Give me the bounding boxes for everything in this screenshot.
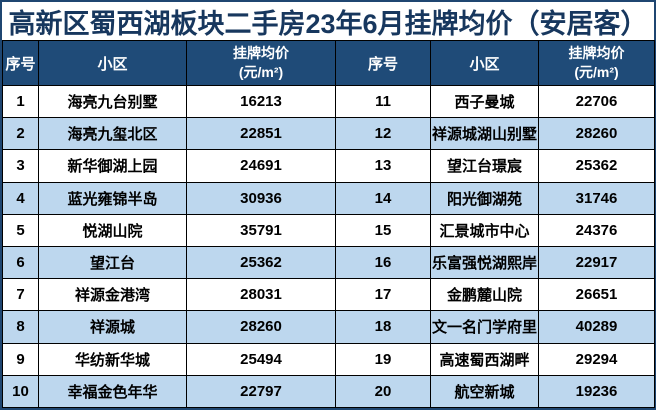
row-index: 8: [2, 310, 39, 344]
table-row: 1 海亮九台别墅 16213 11 西子曼城 22706: [2, 84, 655, 119]
listing-price: 29294: [538, 342, 655, 376]
row-index: 18: [335, 310, 431, 344]
row-index: 3: [2, 149, 39, 183]
community-name: 海亮九台别墅: [38, 84, 187, 119]
listing-price: 16213: [186, 84, 336, 119]
header-index-left: 序号: [2, 40, 39, 86]
listing-price: 19236: [538, 374, 655, 409]
row-index: 19: [335, 342, 431, 376]
listing-price: 22797: [186, 374, 336, 409]
listing-price: 30936: [186, 181, 336, 215]
header-row: 序号 小区 挂牌均价 (元/m²) 序号 小区 挂牌均价 (元/m²): [2, 40, 655, 86]
community-name: 海亮九玺北区: [38, 117, 187, 151]
table-header: 序号 小区 挂牌均价 (元/m²) 序号 小区 挂牌均价 (元/m²): [2, 40, 655, 86]
row-index: 4: [2, 181, 39, 215]
row-index: 14: [335, 181, 431, 215]
table-row: 4 蓝光雍锦半岛 30936 14 阳光御湖苑 31746: [2, 181, 655, 215]
listing-price: 35791: [186, 213, 336, 247]
listing-price: 22851: [186, 117, 336, 151]
community-name: 幸福金色年华: [38, 374, 187, 409]
listing-price: 22917: [538, 245, 655, 280]
community-name: 文一名门学府里: [430, 310, 539, 344]
community-name: 金鹏麓山院: [430, 278, 539, 312]
row-index: 17: [335, 278, 431, 312]
table-body: 1 海亮九台别墅 16213 11 西子曼城 22706 2 海亮九玺北区 22851 12 祥源城…: [2, 84, 655, 409]
community-name: 祥源城: [38, 310, 187, 344]
community-name: 乐富强悦湖熙岸: [430, 245, 539, 280]
listing-price: 24691: [186, 149, 336, 183]
listing-price: 25362: [186, 245, 336, 280]
row-index: 16: [335, 245, 431, 280]
header-price-left: 挂牌均价 (元/m²): [186, 40, 336, 86]
table-row: 10 幸福金色年华 22797 20 航空新城 19236: [2, 374, 655, 409]
community-name: 华纺新华城: [38, 342, 187, 376]
listing-price: 25362: [538, 149, 655, 183]
row-index: 20: [335, 374, 431, 409]
table-row: 8 祥源城 28260 18 文一名门学府里 40289: [2, 310, 655, 344]
header-community-left: 小区: [38, 40, 187, 86]
community-name: 航空新城: [430, 374, 539, 409]
row-index: 5: [2, 213, 39, 247]
row-index: 10: [2, 374, 39, 409]
community-name: 蓝光雍锦半岛: [38, 181, 187, 215]
row-index: 2: [2, 117, 39, 151]
listing-price: 26651: [538, 278, 655, 312]
listing-price: 28031: [186, 278, 336, 312]
table-row: 2 海亮九玺北区 22851 12 祥源城湖山别墅 28260: [2, 117, 655, 151]
title-bar: 高新区蜀西湖板块二手房23年6月挂牌均价（安居客）: [2, 2, 654, 40]
table-row: 5 悦湖山院 35791 15 汇景城市中心 24376: [2, 213, 655, 247]
listing-price: 28260: [186, 310, 336, 344]
listing-price: 24376: [538, 213, 655, 247]
header-price-left-line2: (元/m²): [238, 64, 284, 80]
header-community-right: 小区: [430, 40, 539, 86]
table-row: 3 新华御湖上园 24691 13 望江台璟宸 25362: [2, 149, 655, 183]
row-index: 11: [335, 84, 431, 119]
header-price-right-line2: (元/m²): [574, 64, 619, 80]
row-index: 12: [335, 117, 431, 151]
community-name: 悦湖山院: [38, 213, 187, 247]
community-name: 祥源城湖山别墅: [430, 117, 539, 151]
row-index: 1: [2, 84, 39, 119]
row-index: 6: [2, 245, 39, 280]
row-index: 7: [2, 278, 39, 312]
header-index-right: 序号: [335, 40, 431, 86]
community-name: 阳光御湖苑: [430, 181, 539, 215]
page-title: 高新区蜀西湖板块二手房23年6月挂牌均价（安居客）: [8, 8, 648, 39]
community-name: 望江台: [38, 245, 187, 280]
listing-price: 40289: [538, 310, 655, 344]
community-name: 祥源金港湾: [38, 278, 187, 312]
header-price-right: 挂牌均价 (元/m²): [538, 40, 655, 86]
header-price-left-line1: 挂牌均价: [233, 45, 289, 62]
price-table: 序号 小区 挂牌均价 (元/m²) 序号 小区 挂牌均价 (元/m²) 1 海亮九…: [2, 40, 655, 409]
listing-price: 22706: [538, 84, 655, 119]
listing-price: 28260: [538, 117, 655, 151]
row-index: 13: [335, 149, 431, 183]
row-index: 15: [335, 213, 431, 247]
table-row: 7 祥源金港湾 28031 17 金鹏麓山院 26651: [2, 278, 655, 312]
table-row: 9 华纺新华城 25494 19 高速蜀西湖畔 29294: [2, 342, 655, 376]
community-name: 汇景城市中心: [430, 213, 539, 247]
community-name: 高速蜀西湖畔: [430, 342, 539, 376]
header-price-right-line1: 挂牌均价: [568, 45, 625, 62]
listing-price: 31746: [538, 181, 655, 215]
community-name: 新华御湖上园: [38, 149, 187, 183]
community-name: 西子曼城: [430, 84, 539, 119]
table-row: 6 望江台 25362 16 乐富强悦湖熙岸 22917: [2, 245, 655, 280]
community-name: 望江台璟宸: [430, 149, 539, 183]
listing-price: 25494: [186, 342, 336, 376]
row-index: 9: [2, 342, 39, 376]
